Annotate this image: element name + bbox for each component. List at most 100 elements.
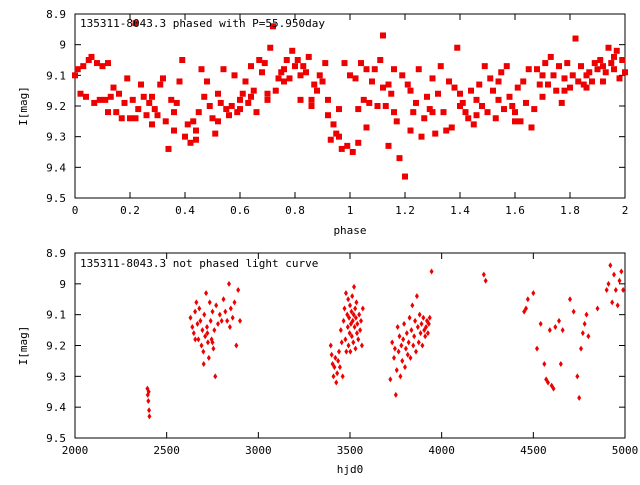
data-point	[394, 367, 399, 374]
data-point	[225, 317, 230, 324]
y-tick-label: 9.1	[46, 69, 66, 82]
data-point	[209, 115, 216, 122]
plot-frame	[74, 252, 626, 439]
data-point	[338, 327, 343, 334]
data-point	[146, 99, 153, 106]
data-point	[617, 277, 622, 284]
data-point	[193, 127, 199, 134]
data-point	[190, 324, 195, 330]
data-point	[319, 78, 326, 85]
data-point	[248, 63, 254, 70]
data-point	[238, 317, 242, 324]
data-point	[568, 296, 572, 303]
data-point	[551, 385, 556, 392]
data-point	[352, 324, 357, 330]
data-point	[523, 99, 529, 106]
data-point	[525, 296, 530, 303]
data-point	[604, 287, 609, 293]
data-point	[424, 324, 429, 330]
data-point	[399, 342, 404, 349]
data-point	[227, 324, 232, 330]
data-point	[205, 339, 210, 346]
data-point	[535, 345, 539, 352]
data-point	[360, 96, 367, 103]
data-point	[340, 373, 345, 380]
data-point	[184, 121, 191, 128]
data-point	[330, 121, 337, 128]
y-tick-label: 9.2	[46, 100, 66, 113]
data-point	[168, 96, 175, 103]
data-point	[560, 327, 565, 334]
y-tick-label: 9.5	[46, 432, 66, 445]
data-point	[423, 333, 428, 340]
data-point	[219, 317, 224, 324]
data-point	[524, 305, 528, 312]
data-point	[250, 87, 257, 94]
data-point	[591, 60, 598, 67]
data-point	[402, 173, 408, 180]
data-point	[481, 63, 488, 70]
x-tick-label: 5000	[612, 444, 639, 457]
data-point	[228, 103, 235, 109]
data-point	[350, 317, 355, 324]
data-point	[116, 90, 122, 97]
data-point	[539, 93, 546, 100]
data-point	[577, 394, 582, 401]
data-point	[205, 330, 210, 337]
data-point	[347, 72, 353, 79]
data-point	[96, 96, 103, 103]
data-point	[396, 348, 401, 355]
data-point	[195, 109, 202, 116]
data-point	[88, 53, 95, 60]
x-tick-label: 2500	[153, 444, 180, 457]
phased-panel: 0 0.2 0.4 0.6 0.8 1 1.2 1.4 1.6 1.8 2 8.9 9 9.1 9.2 9.3…	[17, 8, 628, 237]
data-point	[411, 342, 416, 349]
data-point	[300, 63, 307, 70]
data-point	[400, 357, 405, 364]
data-point	[176, 78, 183, 85]
data-point	[206, 103, 213, 109]
data-point	[600, 78, 606, 85]
data-point	[198, 66, 205, 73]
data-point	[286, 75, 293, 82]
data-point	[390, 339, 395, 346]
data-point	[582, 320, 587, 327]
data-point	[613, 287, 618, 293]
data-point	[338, 145, 345, 152]
data-point	[102, 96, 109, 103]
data-point	[198, 317, 203, 324]
data-point	[99, 63, 106, 70]
data-point	[223, 308, 228, 315]
data-point	[195, 320, 200, 327]
x-tick-label: 3000	[245, 444, 272, 457]
data-point	[165, 145, 172, 152]
data-point	[561, 87, 568, 94]
data-point	[212, 327, 217, 334]
data-point	[205, 324, 209, 330]
data-point	[140, 93, 147, 100]
data-point	[421, 115, 428, 122]
data-point	[388, 90, 395, 97]
data-point	[297, 96, 304, 103]
data-point	[339, 339, 344, 346]
data-point	[314, 87, 320, 94]
data-point	[242, 78, 249, 85]
data-point	[146, 388, 151, 395]
data-point	[248, 93, 254, 100]
data-point	[567, 84, 573, 91]
data-point	[278, 69, 285, 76]
data-point	[281, 66, 287, 73]
data-point	[579, 345, 583, 352]
data-point	[580, 330, 585, 337]
data-point	[470, 121, 477, 128]
data-point	[135, 106, 142, 113]
data-point	[237, 106, 243, 113]
data-point	[191, 330, 196, 337]
data-point	[346, 296, 351, 303]
data-point	[196, 336, 201, 343]
data-point	[179, 57, 186, 63]
x-tick-label: 4000	[428, 444, 455, 457]
data-point	[583, 84, 590, 91]
chart-title: 135311-8043.3 phased with P=55.950day	[80, 17, 325, 30]
